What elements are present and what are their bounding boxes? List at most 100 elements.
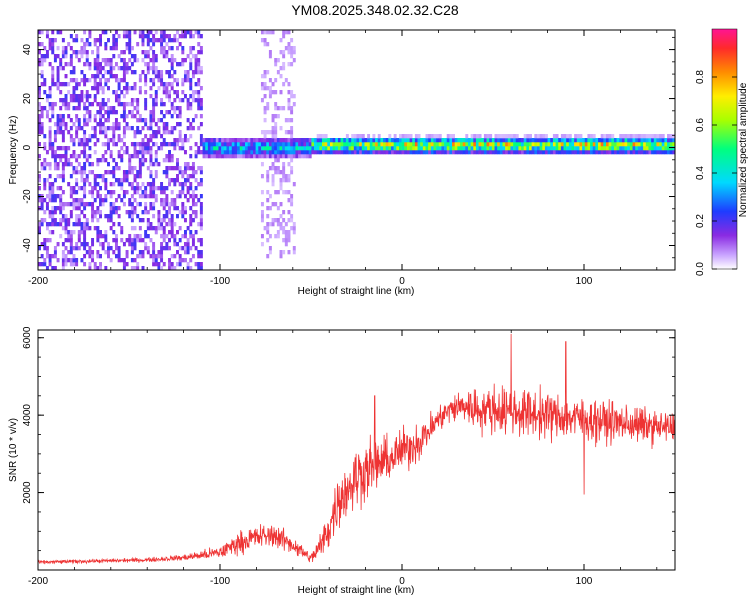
heatmap-cell bbox=[128, 154, 132, 159]
heatmap-cell bbox=[109, 66, 113, 71]
heatmap-cell bbox=[160, 250, 164, 255]
heatmap-cell bbox=[152, 242, 156, 247]
heatmap-cell bbox=[85, 138, 89, 143]
heatmap-cell bbox=[183, 58, 187, 63]
heatmap-cell bbox=[337, 146, 341, 151]
heatmap-cell bbox=[112, 190, 116, 195]
heatmap-cell bbox=[446, 150, 450, 155]
heatmap-cell bbox=[287, 210, 291, 215]
heatmap-cell bbox=[75, 242, 79, 247]
heatmap-cell bbox=[85, 242, 89, 247]
heatmap-cell bbox=[104, 170, 108, 175]
heatmap-cell bbox=[75, 222, 79, 227]
heatmap-cell bbox=[83, 234, 87, 239]
heatmap-cell bbox=[502, 150, 506, 155]
heatmap-cell bbox=[178, 166, 182, 171]
heatmap-cell bbox=[125, 34, 129, 39]
heatmap-cell bbox=[282, 162, 286, 167]
heatmap-cell bbox=[335, 146, 339, 151]
heatmap-cell bbox=[372, 142, 376, 147]
heatmap-cell bbox=[292, 246, 296, 251]
heatmap-cell bbox=[566, 134, 570, 139]
heatmap-cell bbox=[125, 46, 129, 51]
heatmap-cell bbox=[170, 218, 174, 223]
heatmap-cell bbox=[160, 42, 164, 47]
heatmap-cell bbox=[502, 146, 506, 151]
heatmap-cell bbox=[483, 134, 487, 139]
heatmap-cell bbox=[141, 138, 145, 143]
heatmap-cell bbox=[144, 118, 148, 123]
heatmap-cell bbox=[64, 226, 68, 231]
heatmap-cell bbox=[130, 70, 134, 75]
heatmap-cell bbox=[226, 150, 230, 155]
heatmap-cell bbox=[128, 238, 132, 243]
heatmap-cell bbox=[170, 38, 174, 43]
heatmap-cell bbox=[189, 182, 193, 187]
heatmap-cell bbox=[56, 46, 60, 51]
heatmap-cell bbox=[48, 38, 52, 43]
heatmap-cell bbox=[99, 202, 102, 207]
heatmap-cell bbox=[48, 210, 52, 215]
heatmap-cell bbox=[59, 174, 63, 179]
heatmap-cell bbox=[481, 138, 485, 143]
heatmap-cell bbox=[603, 138, 607, 143]
heatmap-cell bbox=[69, 134, 73, 139]
heatmap-cell bbox=[189, 50, 193, 55]
heatmap-cell bbox=[391, 142, 394, 147]
heatmap-cell bbox=[40, 58, 44, 63]
heatmap-cell bbox=[104, 250, 108, 255]
heatmap-cell bbox=[88, 42, 92, 47]
heatmap-cell bbox=[38, 122, 41, 127]
heatmap-cell bbox=[141, 218, 145, 223]
heatmap-cell bbox=[284, 78, 288, 83]
heatmap-cell bbox=[51, 70, 55, 75]
heatmap-cell bbox=[160, 222, 164, 227]
heatmap-cell bbox=[218, 138, 222, 143]
heatmap-cell bbox=[38, 90, 41, 95]
heatmap-cell bbox=[651, 142, 655, 147]
heatmap-cell bbox=[117, 54, 121, 59]
heatmap-cell bbox=[523, 146, 527, 151]
heatmap-cell bbox=[152, 182, 156, 187]
snr-y-axis-label: SNR (10 * v/v) bbox=[8, 418, 19, 482]
heatmap-cell bbox=[290, 214, 294, 219]
heatmap-cell bbox=[125, 122, 129, 127]
heatmap-cell bbox=[247, 154, 251, 159]
heatmap-cell bbox=[529, 146, 532, 151]
heatmap-cell bbox=[83, 146, 87, 151]
heatmap-cell bbox=[72, 142, 76, 147]
heatmap-cell bbox=[624, 134, 628, 139]
figure-title: YM08.2025.348.02.32.C28 bbox=[291, 2, 459, 18]
heatmap-cell bbox=[122, 194, 126, 199]
heatmap-cell bbox=[48, 118, 52, 123]
heatmap-cell bbox=[120, 182, 124, 187]
heatmap-cell bbox=[96, 266, 100, 270]
heatmap-cell bbox=[287, 102, 291, 107]
heatmap-cell bbox=[154, 230, 158, 235]
heatmap-cell bbox=[661, 142, 665, 147]
heatmap-cell bbox=[582, 138, 586, 143]
heatmap-cell bbox=[165, 170, 169, 175]
heatmap-cell bbox=[176, 214, 179, 219]
heatmap-cell bbox=[45, 98, 49, 103]
heatmap-cell bbox=[133, 246, 137, 251]
heatmap-cell bbox=[88, 34, 92, 39]
heatmap-cell bbox=[478, 150, 482, 155]
heatmap-cell bbox=[122, 86, 126, 91]
heatmap-cell bbox=[107, 118, 110, 123]
heatmap-cell bbox=[45, 178, 49, 183]
heatmap-cell bbox=[72, 186, 76, 191]
heatmap-cell bbox=[314, 150, 317, 155]
heatmap-cell bbox=[61, 122, 65, 127]
heatmap-cell bbox=[59, 186, 63, 191]
heatmap-cell bbox=[178, 122, 182, 127]
heatmap-cell bbox=[181, 78, 185, 83]
heatmap-cell bbox=[181, 50, 185, 55]
heatmap-cell bbox=[141, 158, 145, 163]
heatmap-cell bbox=[319, 138, 323, 143]
heatmap-cell bbox=[152, 194, 156, 199]
heatmap-cell bbox=[558, 138, 562, 143]
heatmap-cell bbox=[154, 130, 158, 135]
heatmap-cell bbox=[162, 206, 166, 211]
heatmap-cell bbox=[255, 154, 259, 159]
